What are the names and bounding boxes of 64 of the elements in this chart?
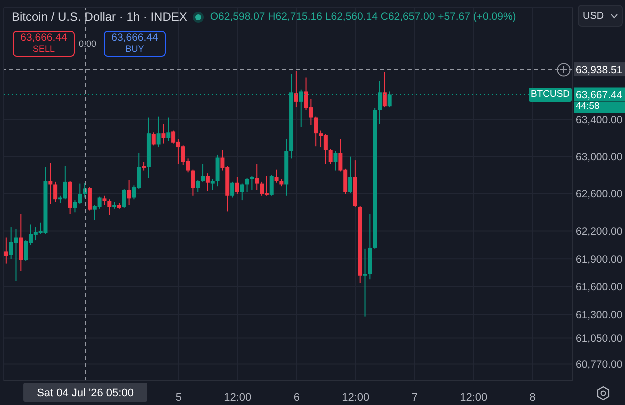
x-tick-label: 12:00	[224, 392, 252, 404]
y-tick-label: 61,600.00	[576, 282, 623, 294]
candlestick	[201, 164, 206, 182]
candlestick	[127, 180, 132, 206]
candlestick	[348, 156, 353, 194]
x-tick-label: 12:00	[460, 392, 488, 404]
candlestick	[88, 187, 92, 212]
annotation: BTCUSD	[529, 88, 572, 102]
candlestick	[240, 183, 244, 202]
candlestick	[328, 148, 333, 165]
candlestick	[54, 181, 58, 203]
candlestick	[274, 169, 279, 184]
y-tick-label: 61,050.00	[576, 332, 623, 345]
annotation: SELL	[32, 44, 56, 55]
candlestick	[235, 176, 240, 195]
candlestick	[166, 117, 171, 142]
candlestick	[255, 164, 260, 191]
candlestick	[245, 178, 250, 193]
candlestick	[102, 195, 107, 206]
y-tick-label: 63,400.00	[576, 114, 623, 126]
y-tick-label: 62,600.00	[576, 188, 623, 201]
buy-button: 63,666.44 BUY	[104, 31, 166, 57]
ref-line-label: 63,667.44	[576, 90, 623, 102]
x-tick-label: 6	[294, 392, 300, 404]
x-tick-label: 5	[176, 392, 182, 404]
text: 44:58	[574, 100, 625, 113]
annotation: 0.00	[79, 39, 97, 49]
candlestick	[152, 132, 156, 146]
y-tick-label: 63,000.00	[576, 152, 623, 164]
chart-subtitle: O62,598.07 H62,715.16 L62,560.14 C62,657.00 +57.67 (+0.09%)	[210, 11, 516, 23]
ref-line-label: 63,938.51	[576, 64, 623, 77]
y-tick-label: 61,900.00	[576, 254, 623, 266]
candlestick	[314, 116, 318, 148]
candlestick	[206, 173, 210, 192]
candlestick	[4, 237, 8, 264]
sell-button: 63,666.44 SELL	[13, 31, 75, 57]
candlestick	[363, 248, 368, 318]
annotation: 63,666.44	[20, 32, 68, 44]
candlestick	[156, 116, 161, 148]
x-tick-label: 8	[530, 392, 536, 404]
candlestick	[294, 70, 298, 108]
candlestick	[382, 72, 387, 108]
annotation: 63,666.44	[112, 32, 158, 44]
candlestick	[108, 199, 112, 216]
x-tick-label: 7	[412, 392, 418, 404]
candlestick	[48, 162, 53, 205]
candlestick	[162, 124, 166, 144]
candlestick	[210, 178, 215, 191]
y-tick-label: 62,200.00	[576, 226, 623, 238]
currency-dropdown: USD	[578, 5, 623, 27]
candlestick	[19, 214, 24, 272]
candlestick	[216, 154, 220, 188]
x-tick-label: 12:00	[342, 392, 370, 404]
candlestick	[122, 188, 126, 208]
annotation: BUY	[126, 44, 144, 55]
candlestick	[270, 174, 274, 196]
candlestick	[230, 181, 235, 198]
chart-title: Bitcoin / U.S. Dollar · 1h · INDEX	[12, 10, 188, 24]
y-tick-label: 60,770.00	[576, 358, 623, 371]
candlestick	[196, 180, 200, 193]
ref-line-label: Sat 04 Jul '26 05:00	[37, 388, 134, 400]
candlestick	[334, 150, 338, 172]
candlestick	[191, 169, 196, 196]
y-tick-label: 61,300.00	[576, 310, 623, 322]
